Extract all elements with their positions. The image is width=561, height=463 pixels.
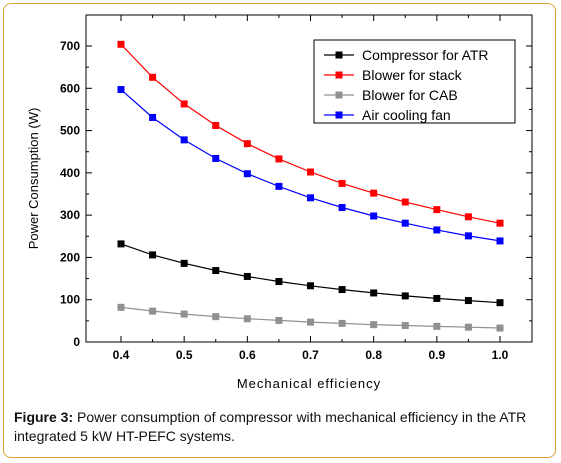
data-point — [243, 315, 251, 323]
data-point — [401, 322, 409, 330]
series-2 — [117, 303, 504, 332]
data-point — [370, 289, 378, 297]
data-point — [307, 168, 314, 176]
data-point — [370, 189, 378, 197]
line-chart: 0.4 0.5 0.6 0.7 0.8 0.9 1.0 0 100 200 300 400 500 600… — [26, 14, 533, 391]
data-point — [275, 278, 283, 286]
data-point — [307, 194, 314, 202]
data-point — [370, 212, 378, 220]
chart-legend: Compressor for ATR Blower for stack Blower… — [313, 39, 516, 124]
data-point — [401, 198, 409, 206]
x-tick-label: 1.0 — [492, 348, 509, 362]
data-point — [180, 136, 188, 144]
legend-marker — [335, 111, 343, 119]
legend-label: Blower for stack — [362, 67, 463, 83]
data-point — [464, 213, 472, 221]
data-point — [117, 240, 125, 248]
data-point — [401, 292, 409, 300]
data-point — [275, 155, 283, 163]
data-point — [149, 113, 157, 121]
legend-marker — [335, 91, 343, 99]
figure-caption: Figure 3: Power consumption of compresso… — [14, 408, 544, 446]
x-tick-label: 0.6 — [239, 348, 256, 362]
data-point — [275, 316, 283, 324]
y-tick-label: 0 — [73, 335, 80, 349]
chart-axes: 0.4 0.5 0.6 0.7 0.8 0.9 1.0 0 100 200 300 400 500 600… — [26, 14, 533, 391]
data-point — [433, 226, 441, 234]
data-point — [243, 272, 251, 280]
data-point — [433, 294, 441, 302]
y-tick-label: 100 — [60, 293, 80, 307]
x-tick-label: 0.5 — [176, 348, 193, 362]
data-point — [275, 182, 283, 190]
data-point — [338, 319, 346, 327]
x-axis-label: Mechanical efficiency — [237, 376, 381, 391]
data-point — [338, 179, 346, 187]
x-tick-label: 0.4 — [113, 348, 130, 362]
data-point — [464, 323, 472, 331]
data-point — [464, 232, 472, 240]
legend-label: Compressor for ATR — [362, 47, 489, 63]
data-point — [307, 282, 314, 290]
x-tick-label: 0.7 — [302, 348, 319, 362]
data-point — [496, 299, 504, 307]
data-point — [338, 286, 346, 294]
data-point — [433, 206, 441, 214]
data-point — [212, 154, 220, 162]
data-point — [243, 140, 251, 148]
data-point — [496, 219, 504, 227]
data-point — [401, 219, 409, 227]
y-tick-label: 600 — [60, 81, 80, 95]
series-3 — [117, 86, 504, 245]
y-tick-label: 400 — [60, 166, 80, 180]
data-point — [370, 321, 378, 329]
y-tick-label: 500 — [60, 124, 80, 138]
x-tick-label: 0.8 — [365, 348, 382, 362]
caption-text: Power consumption of compressor with mec… — [14, 409, 527, 444]
series-1 — [117, 40, 504, 227]
data-point — [180, 310, 188, 318]
series-line — [120, 243, 501, 304]
data-point — [117, 303, 125, 311]
chart-series — [117, 40, 504, 332]
data-point — [464, 297, 472, 305]
data-point — [243, 170, 251, 178]
data-point — [149, 251, 157, 259]
data-point — [496, 324, 504, 332]
legend-label: Blower for CAB — [362, 87, 458, 103]
x-tick-label: 0.9 — [428, 348, 445, 362]
legend-label: Air cooling fan — [362, 107, 451, 123]
data-point — [117, 40, 125, 48]
caption-label: Figure 3: — [14, 409, 74, 425]
data-point — [180, 259, 188, 267]
legend-marker — [335, 71, 343, 79]
data-point — [307, 318, 314, 326]
y-tick-label: 300 — [60, 208, 80, 222]
data-point — [149, 73, 157, 81]
data-point — [433, 322, 441, 330]
y-axis-label: Power Consumption (W) — [26, 108, 41, 250]
data-point — [212, 267, 220, 275]
data-point — [149, 307, 157, 315]
series-0 — [117, 240, 504, 307]
data-point — [496, 237, 504, 245]
data-point — [212, 313, 220, 321]
y-tick-label: 700 — [60, 39, 80, 53]
legend-box — [313, 39, 516, 124]
data-point — [212, 121, 220, 129]
data-point — [338, 204, 346, 212]
data-point — [117, 86, 125, 94]
y-tick-label: 200 — [60, 250, 80, 264]
legend-marker — [335, 51, 343, 59]
plot-area-border — [85, 14, 533, 343]
data-point — [180, 100, 188, 108]
